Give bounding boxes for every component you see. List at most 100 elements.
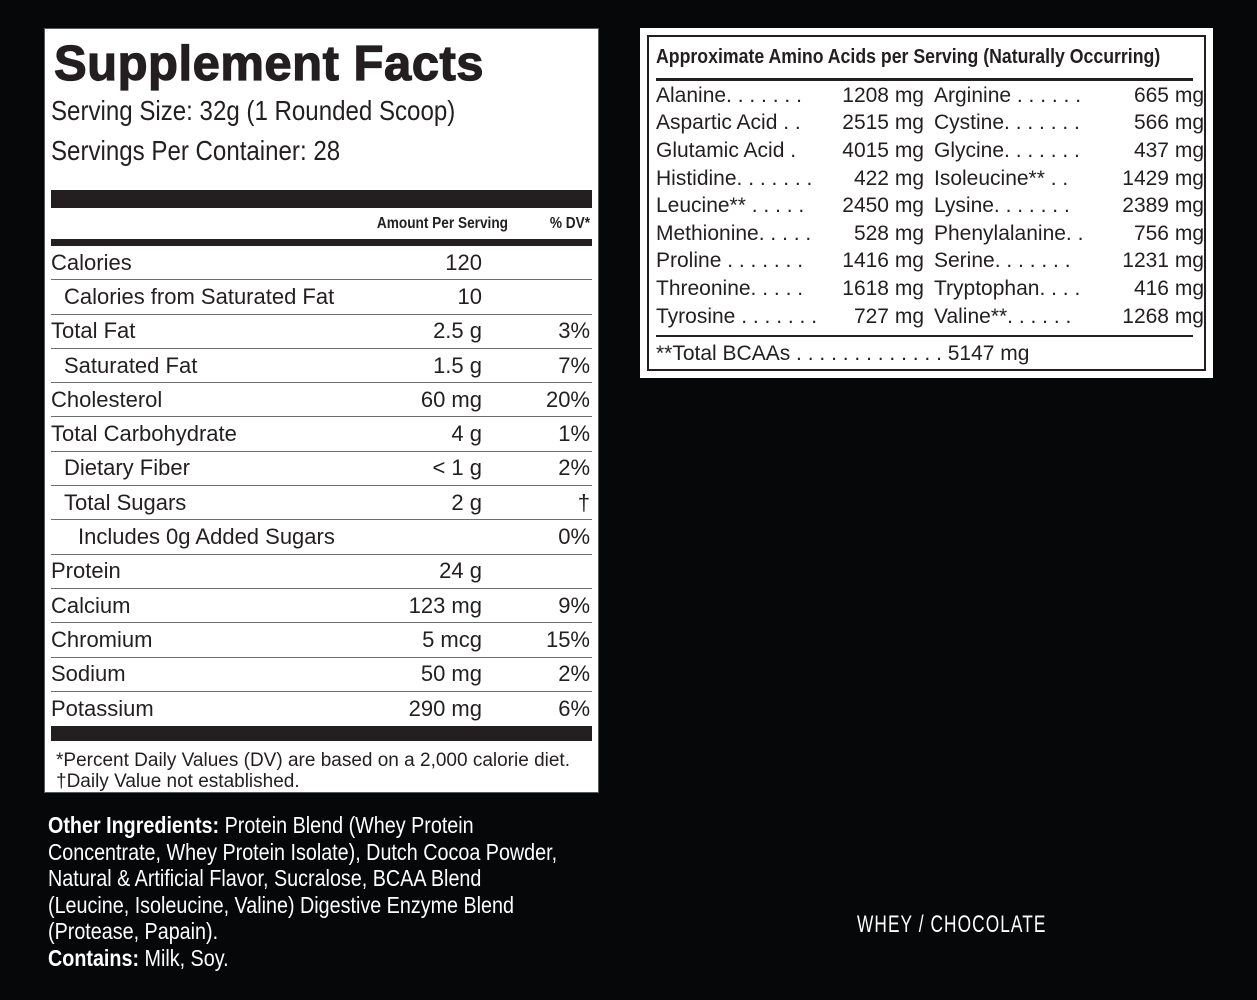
nutrient-name: Includes 0g Added Sugars [78,524,335,550]
amino-acid-name: Phenylalanine. . [934,221,1084,245]
nutrient-name: Total Sugars [64,489,187,515]
nutrient-amount: 123 mg [408,592,482,618]
ingredients-label: Other Ingredients: [48,812,220,838]
ingredients-line-5: (Protease, Papain). [48,918,219,944]
nutrient-name: Calories [51,249,132,275]
nutrient-name: Sodium [51,661,126,687]
daily-value-header: % DV* [549,214,590,232]
amino-acid-value: 2389 mg [1122,194,1204,218]
amino-acid-item: Aspartic Acid . . 2515 mg [656,110,924,138]
amino-acid-item: Alanine. . . . . . . 1208 mg [656,82,924,110]
nutrient-row: Potassium 290 mg 6% [51,692,592,726]
amino-acid-value: 566 mg [1133,111,1204,135]
nutrient-dv: 1% [558,421,590,447]
amino-acid-value: 1231 mg [1122,249,1204,273]
nutrient-amount: 1.5 g [433,352,482,378]
flavor-label: WHEY / CHOCOLATE [857,911,1047,938]
amino-acid-name: Methionine. . . . . [656,221,812,245]
amino-acid-name: Aspartic Acid . . [656,111,801,135]
amino-acid-name: Serine. . . . . . . [934,249,1071,273]
amino-acid-value: 1429 mg [1122,166,1204,190]
amino-acid-value: 1208 mg [842,83,924,107]
amino-acids-panel: Approximate Amino Acids per Serving (Nat… [640,28,1213,378]
nutrient-dv: † [577,489,590,515]
nutrient-amount: 10 [457,283,482,309]
amino-acid-item: Lysine. . . . . . . 2389 mg [934,192,1204,220]
nutrient-name: Potassium [51,696,154,721]
nutrient-name: Total Fat [51,318,136,344]
total-bcaas: **Total BCAAs . . . . . . . . . . . . . … [656,342,1030,366]
amino-acid-item: Proline . . . . . . . 1416 mg [656,248,924,276]
nutrient-row: Total Fat 2.5 g 3% [51,315,592,349]
nutrient-row: Includes 0g Added Sugars 0% [51,520,592,555]
nutrient-row: Calories from Saturated Fat 10 [51,280,592,315]
nutrient-name: Dietary Fiber [64,455,190,481]
ingredients-text: Protein Blend (Whey Protein [219,812,474,838]
amino-acid-item: Methionine. . . . . 528 mg [656,220,924,248]
nutrient-row: Cholesterol 60 mg 20% [51,383,592,418]
ingredients-line-1: Other Ingredients: Protein Blend (Whey P… [48,812,569,839]
nutrient-name: Total Carbohydrate [51,421,237,447]
amino-acid-value: 4015 mg [842,138,924,162]
footnotes: *Percent Daily Values (DV) are based on … [51,741,592,792]
amino-acid-name: Alanine. . . . . . . [656,83,802,107]
amino-total-divider [656,335,1193,338]
header-divider [51,239,592,246]
nutrient-dv: 9% [558,592,590,618]
amino-acid-name: Isoleucine** . . [934,166,1069,190]
nutrient-name: Protein [51,558,121,584]
amino-acid-value: 665 mg [1133,83,1204,107]
amino-acid-name: Tryptophan. . . . [934,276,1081,300]
nutrient-dv: 20% [545,386,590,412]
nutrient-dv: 2% [558,455,590,481]
nutrient-amount: 24 g [439,558,482,584]
amino-acid-name: Lysine. . . . . . . [934,194,1070,218]
amino-acid-value: 1268 mg [1122,304,1204,328]
amino-acid-name: Proline . . . . . . . [656,249,804,273]
amino-acid-item: Glutamic Acid . 4015 mg [656,137,924,165]
amount-per-serving-header: Amount Per Serving [376,214,508,232]
nutrient-name: Calcium [51,592,131,618]
nutrient-amount: < 1 g [432,455,482,481]
amino-acid-item: Tyrosine . . . . . . . 727 mg [656,303,924,331]
ingredients-line-2: Concentrate, Whey Protein Isolate), Dutc… [48,838,558,865]
nutrient-dv: 0% [558,524,590,550]
amino-acid-item: Histidine. . . . . . . 422 mg [656,165,924,193]
amino-acids-grid: Alanine. . . . . . . 1208 mg Arginine . . … [656,82,1204,331]
amino-acid-value: 756 mg [1133,221,1204,245]
nutrient-row: Dietary Fiber < 1 g 2% [51,452,592,487]
nutrient-name: Calories from Saturated Fat [64,283,335,309]
amino-title-divider [656,78,1193,81]
nutrient-amount: 60 mg [420,386,482,412]
amino-acid-name: Valine**. . . . . . [934,304,1072,328]
amino-acids-box: Approximate Amino Acids per Serving (Nat… [647,35,1206,371]
amino-acid-name: Glycine. . . . . . . [934,138,1080,162]
nutrient-dv: 15% [545,626,590,652]
amino-acid-name: Arginine . . . . . . [934,83,1082,107]
servings-per-container: Servings Per Container: 28 [51,135,341,166]
supplement-facts-title: Supplement Facts [53,36,485,91]
contains-line: Contains: Milk, Soy. [48,945,569,972]
column-header-row: Amount Per Serving % DV* [51,208,592,239]
nutrient-dv: 7% [558,352,590,378]
nutrient-row: Protein 24 g [51,555,592,589]
bottom-divider [51,726,592,742]
amino-acid-value: 416 mg [1133,276,1204,300]
amino-acid-value: 422 mg [853,166,924,190]
nutrient-amount: 2.5 g [433,318,482,344]
amino-acid-value: 727 mg [853,304,924,328]
amino-acid-item: Arginine . . . . . . 665 mg [934,82,1204,110]
amino-acid-name: Histidine. . . . . . . [656,166,813,190]
amino-acid-item: Leucine** . . . . . 2450 mg [656,192,924,220]
other-ingredients: Other Ingredients: Protein Blend (Whey P… [48,812,569,971]
footnote-dv: *Percent Daily Values (DV) are based on … [56,750,570,772]
amino-acid-name: Cystine. . . . . . . [934,111,1080,135]
amino-acid-value: 1416 mg [842,249,924,273]
nutrient-amount: 50 mg [420,661,482,687]
nutrient-row: Total Carbohydrate 4 g 1% [51,417,592,452]
amino-acid-item: Serine. . . . . . . 1231 mg [934,248,1204,276]
nutrient-dv: 6% [558,696,590,721]
nutrient-name: Chromium [51,626,153,652]
nutrient-row: Calcium 123 mg 9% [51,589,592,624]
amino-acid-item: Valine**. . . . . . 1268 mg [934,303,1204,331]
